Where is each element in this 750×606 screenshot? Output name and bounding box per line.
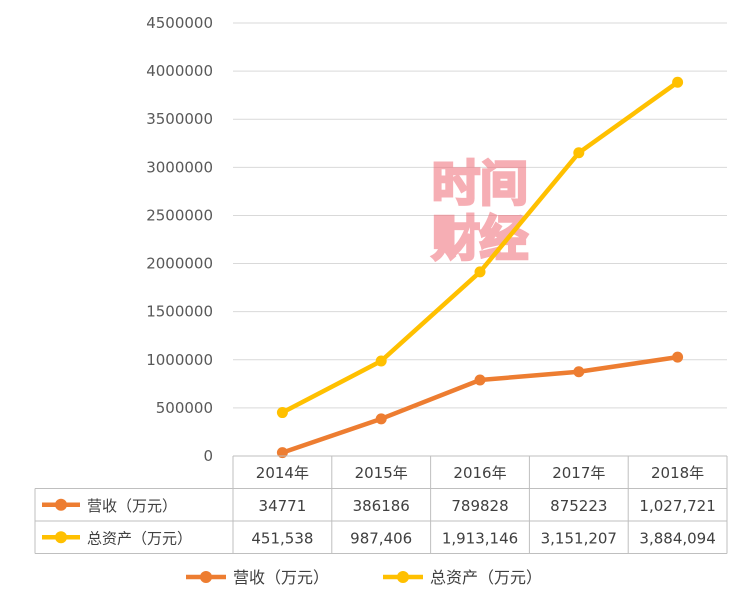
x-tick-label: 2014年 (256, 464, 309, 482)
data-point (672, 351, 684, 363)
y-tick-label: 4500000 (146, 14, 213, 32)
y-tick-label: 1000000 (146, 351, 213, 369)
y-tick-label: 3000000 (146, 158, 213, 176)
data-point (573, 366, 585, 378)
y-tick-label: 4000000 (146, 62, 213, 80)
data-point (672, 76, 684, 88)
data-label: 789828 (451, 497, 508, 515)
y-tick-label: 1500000 (146, 303, 213, 321)
data-point (276, 447, 288, 459)
data-label: 1,913,146 (442, 529, 518, 547)
data-label: 386186 (353, 497, 410, 515)
data-label: 3,884,094 (639, 529, 715, 547)
data-label: 875223 (550, 497, 607, 515)
data-label: 987,406 (350, 529, 412, 547)
table-series-name: 总资产（万元） (87, 529, 192, 547)
legend-marker (200, 571, 212, 583)
watermark-line2: 财经 (432, 211, 528, 267)
data-label: 1,027,721 (639, 497, 715, 515)
watermark-line1: 时间 (432, 156, 528, 212)
data-label: 451,538 (251, 529, 313, 547)
x-tick-label: 2016年 (453, 464, 506, 482)
y-tick-label: 0 (203, 447, 213, 465)
table-series-name: 营收（万元） (87, 497, 177, 515)
data-point (573, 147, 585, 159)
series-lines (276, 76, 684, 459)
y-tick-label: 3500000 (146, 110, 213, 128)
y-tick-label: 2000000 (146, 255, 213, 273)
series-line-0 (280, 354, 680, 455)
table-legend-marker (55, 531, 67, 544)
watermark: 时间 财经 (430, 155, 529, 269)
data-point (474, 374, 486, 386)
y-tick-label: 500000 (156, 399, 213, 417)
y-tick-label: 2500000 (146, 206, 213, 224)
legend: 营收（万元） 总资产（万元） (186, 568, 542, 587)
x-tick-label: 2015年 (355, 464, 408, 482)
y-axis-ticks: 0 500000 1000000 1500000 2000000 2500000 30000… (146, 14, 213, 465)
gridlines (233, 22, 727, 409)
data-label: 34771 (259, 497, 307, 515)
data-point (276, 407, 288, 419)
legend-label: 总资产（万元） (430, 568, 542, 587)
x-tick-label: 2018年 (651, 464, 704, 482)
data-point (375, 355, 387, 367)
x-tick-label: 2017年 (552, 464, 605, 482)
legend-marker (397, 571, 409, 583)
data-label: 3,151,207 (541, 529, 617, 547)
legend-label: 营收（万元） (233, 568, 329, 587)
table-legend-marker (55, 498, 67, 511)
data-point (375, 413, 387, 425)
data-point (474, 266, 486, 278)
